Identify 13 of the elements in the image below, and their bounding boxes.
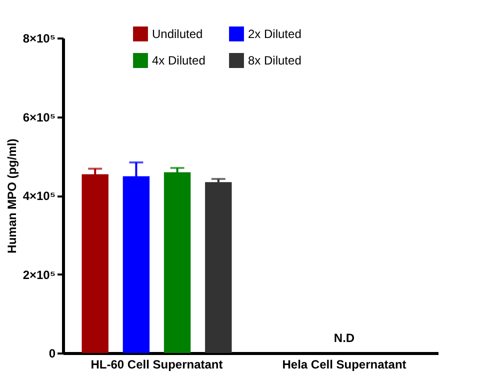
legend-label: Undiluted bbox=[152, 26, 203, 41]
x-tick-label: HL-60 Cell Supernatant bbox=[90, 358, 223, 372]
legend-label: 2x Diluted bbox=[248, 26, 302, 41]
annotation: N.D bbox=[334, 331, 355, 345]
y-tick-label: 6×10⁵ bbox=[22, 110, 56, 124]
y-tick-label: 4×10⁵ bbox=[22, 189, 56, 203]
y-tick-label: 8×10⁵ bbox=[22, 32, 56, 46]
x-tick-label: Hela Cell Supernatant bbox=[282, 358, 406, 372]
legend-label: 4x Diluted bbox=[152, 54, 206, 68]
y-axis-title: Human MPO (pg/ml) bbox=[4, 138, 19, 254]
y-tick-label: 2×10⁵ bbox=[22, 268, 56, 282]
y-tick-label: 0 bbox=[48, 346, 56, 360]
legend-label: 8x Diluted bbox=[248, 54, 302, 68]
